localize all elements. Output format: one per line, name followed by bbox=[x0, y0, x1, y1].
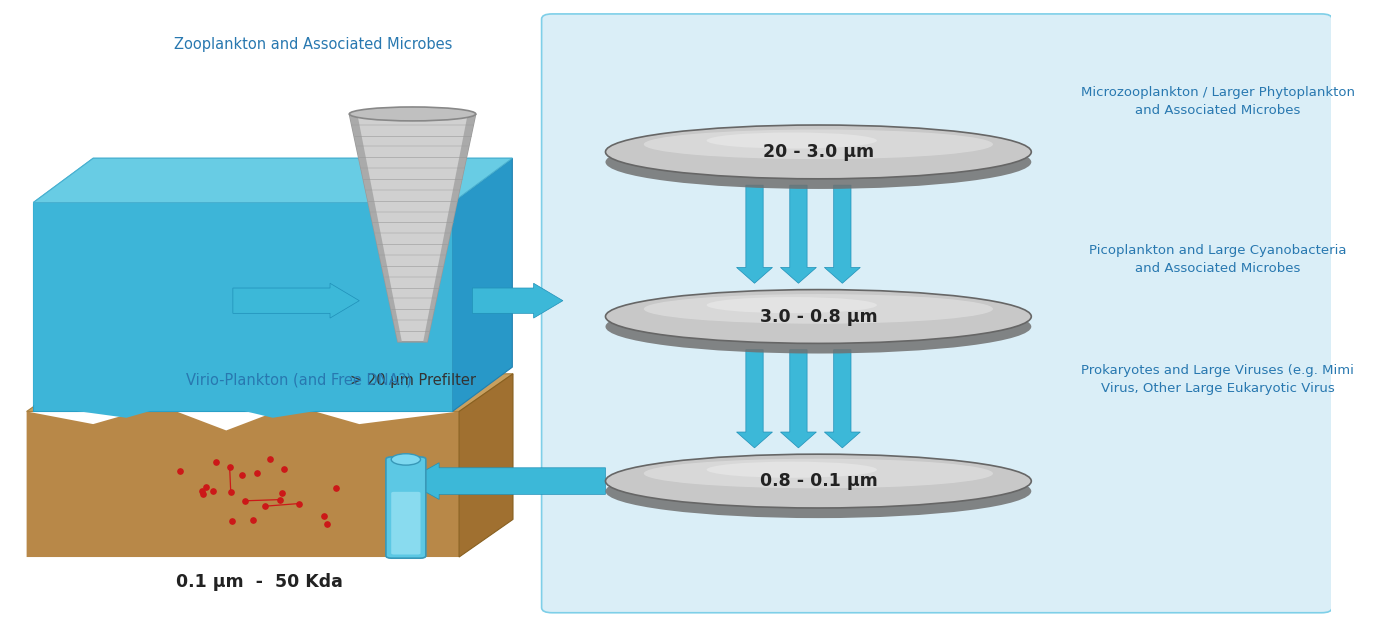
Text: Virio-Plankton (and Free DNA?): Virio-Plankton (and Free DNA?) bbox=[186, 372, 412, 387]
FancyArrow shape bbox=[233, 284, 359, 318]
Text: > 20 μm Prefilter: > 20 μm Prefilter bbox=[350, 373, 475, 389]
Polygon shape bbox=[350, 114, 402, 342]
FancyArrow shape bbox=[472, 284, 563, 318]
Ellipse shape bbox=[606, 454, 1031, 508]
FancyArrow shape bbox=[781, 185, 817, 284]
Text: Zooplankton and Associated Microbes: Zooplankton and Associated Microbes bbox=[174, 37, 452, 52]
Ellipse shape bbox=[644, 294, 993, 323]
Text: 3.0 - 0.8 μm: 3.0 - 0.8 μm bbox=[760, 308, 877, 325]
Polygon shape bbox=[33, 203, 453, 418]
Polygon shape bbox=[459, 373, 514, 557]
Ellipse shape bbox=[606, 300, 1031, 353]
Ellipse shape bbox=[606, 135, 1031, 189]
Ellipse shape bbox=[706, 297, 877, 313]
Polygon shape bbox=[33, 158, 512, 203]
FancyBboxPatch shape bbox=[391, 492, 420, 555]
Polygon shape bbox=[33, 203, 453, 411]
Polygon shape bbox=[26, 373, 514, 411]
FancyArrow shape bbox=[825, 185, 861, 284]
Text: 0.8 - 0.1 μm: 0.8 - 0.1 μm bbox=[760, 472, 877, 490]
FancyBboxPatch shape bbox=[541, 14, 1332, 613]
Ellipse shape bbox=[706, 461, 877, 478]
Ellipse shape bbox=[606, 289, 1031, 343]
FancyArrow shape bbox=[406, 463, 606, 499]
Polygon shape bbox=[350, 114, 475, 342]
Text: Picoplankton and Large Cyanobacteria
and Associated Microbes: Picoplankton and Large Cyanobacteria and… bbox=[1089, 244, 1347, 275]
Ellipse shape bbox=[606, 465, 1031, 518]
FancyBboxPatch shape bbox=[386, 457, 425, 558]
Polygon shape bbox=[423, 114, 475, 342]
Ellipse shape bbox=[644, 459, 993, 488]
Text: 20 - 3.0 μm: 20 - 3.0 μm bbox=[763, 143, 874, 161]
Polygon shape bbox=[26, 405, 459, 557]
Polygon shape bbox=[33, 158, 512, 203]
Text: Microzooplankton / Larger Phytoplankton
and Associated Microbes: Microzooplankton / Larger Phytoplankton … bbox=[1081, 86, 1355, 116]
Text: Prokaryotes and Large Viruses (e.g. Mimi
Virus, Other Large Eukaryotic Virus: Prokaryotes and Large Viruses (e.g. Mimi… bbox=[1081, 365, 1354, 395]
Polygon shape bbox=[453, 158, 512, 411]
FancyArrow shape bbox=[737, 349, 772, 448]
Ellipse shape bbox=[350, 107, 475, 121]
Text: 0.1 μm  -  50 Kda: 0.1 μm - 50 Kda bbox=[176, 573, 343, 591]
Ellipse shape bbox=[644, 130, 993, 159]
Polygon shape bbox=[33, 158, 512, 203]
FancyArrow shape bbox=[781, 349, 817, 448]
Ellipse shape bbox=[606, 125, 1031, 179]
FancyArrow shape bbox=[825, 349, 861, 448]
Ellipse shape bbox=[706, 132, 877, 149]
Ellipse shape bbox=[391, 454, 420, 465]
FancyArrow shape bbox=[737, 185, 772, 284]
